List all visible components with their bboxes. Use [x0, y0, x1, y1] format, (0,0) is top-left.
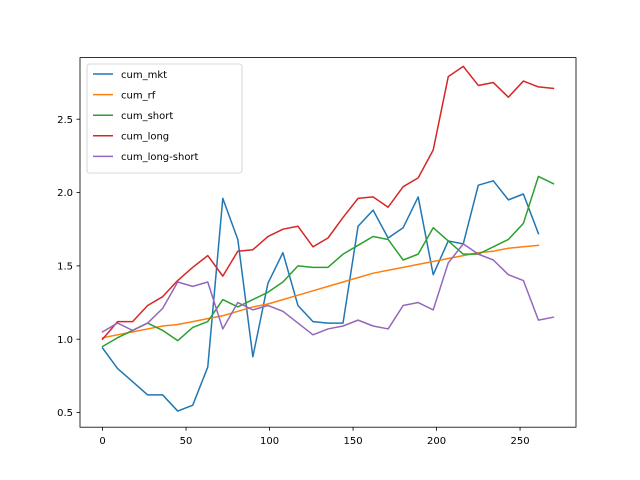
x-tick-label: 200: [427, 436, 446, 447]
y-tick-label: 1.0: [57, 335, 73, 346]
legend-label: cum_rf: [121, 90, 156, 101]
legend-label: cum_long: [121, 132, 169, 143]
legend: cum_mkt cum_rf cum_short cum_long cum_long-s…: [86, 63, 243, 174]
axes-frame: [79, 57, 577, 428]
x-tick-label: 50: [180, 436, 193, 447]
y-axis-ticks: 0.5 1.0 1.5 2.0 2.5: [57, 115, 80, 419]
x-tick-label: 150: [344, 436, 363, 447]
x-tick-label: 100: [260, 436, 279, 447]
y-tick-label: 2.0: [57, 188, 73, 199]
plot-lines: [101, 65, 555, 412]
legend-label: cum_long-short: [121, 152, 199, 163]
series-line-cum_long-short: [101, 243, 555, 336]
y-tick-label: 2.5: [57, 115, 73, 126]
y-tick-label: 1.5: [57, 261, 73, 272]
y-tick-label: 0.5: [57, 408, 73, 419]
x-axis-ticks: 0 50 100 150 200 250: [99, 427, 530, 447]
legend-label: cum_mkt: [121, 70, 167, 81]
x-tick-label: 250: [511, 436, 530, 447]
series-line-cum_rf: [101, 244, 540, 339]
series-line-cum_long: [101, 65, 555, 341]
x-tick-label: 0: [99, 436, 105, 447]
legend-box: [86, 63, 243, 174]
legend-label: cum_short: [121, 111, 173, 122]
series-line-cum_mkt: [101, 180, 540, 412]
